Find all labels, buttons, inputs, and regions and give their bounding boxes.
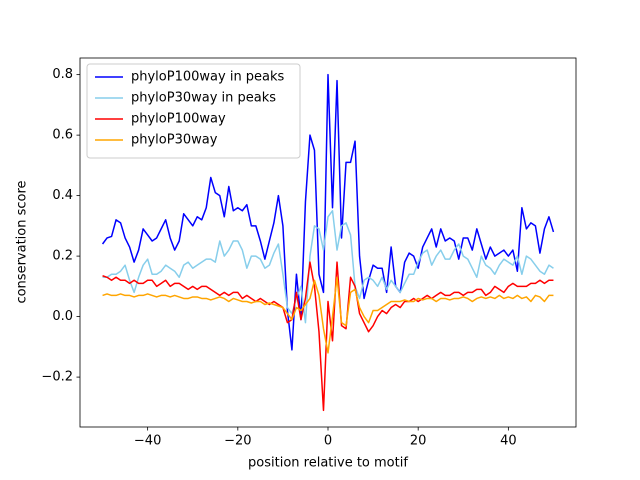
x-tick-label: 0 [324, 434, 332, 449]
y-tick-label: 0.4 [52, 188, 73, 203]
x-tick-label: −40 [134, 434, 161, 449]
y-tick-label: 0.8 [52, 67, 73, 82]
y-axis-label: conservation score [15, 180, 30, 303]
legend-label: phyloP30way in peaks [131, 91, 276, 106]
legend-label: phyloP100way [131, 112, 226, 127]
x-axis-label: position relative to motif [248, 456, 408, 471]
x-tick-label: −20 [224, 434, 251, 449]
series-line [101, 73, 555, 351]
plot-frame [79, 57, 577, 428]
legend-box [86, 63, 301, 159]
y-tick-label: −0.2 [41, 370, 73, 385]
x-tick-label: 20 [410, 434, 427, 449]
y-tick-label: 0.6 [52, 128, 73, 143]
y-tick-label: 0.0 [52, 309, 73, 324]
series-line [102, 209, 554, 324]
x-tick-label: 40 [500, 434, 517, 449]
legend-label: phyloP100way in peaks [131, 70, 285, 85]
series-line [102, 276, 554, 354]
legend-label: phyloP30way [131, 133, 218, 148]
series-line [102, 261, 554, 412]
y-tick-label: 0.2 [52, 249, 73, 264]
